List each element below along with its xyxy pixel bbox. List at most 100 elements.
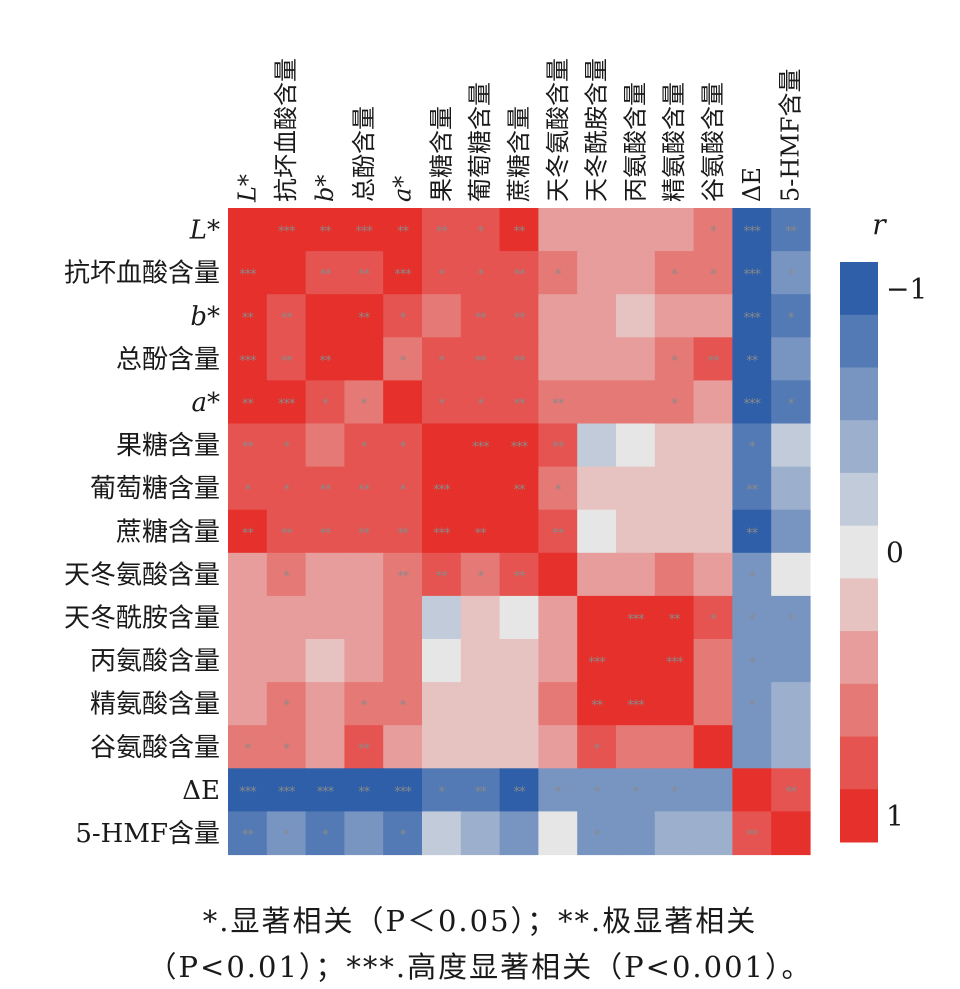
- heatmap-cell-6-14: [771, 466, 811, 511]
- heatmap-cell-4-9: [577, 380, 617, 425]
- heatmap-cell-0-14: [771, 208, 811, 252]
- heatmap-cell-3-13: [732, 337, 772, 381]
- heatmap-cell-11-9: [577, 682, 617, 726]
- significance-mark-13-11: *: [671, 785, 678, 800]
- significance-mark-1-11: *: [671, 268, 678, 283]
- significance-mark-7-1: **: [281, 526, 294, 541]
- significance-mark-11-3: *: [361, 699, 368, 714]
- heatmap-cell-12-10: [616, 725, 656, 769]
- heatmap-cell-5-2: [305, 423, 345, 468]
- significance-mark-11-9: **: [591, 699, 604, 714]
- heatmap-cell-4-6: [460, 380, 501, 425]
- heatmap-cell-4-8: [538, 380, 578, 425]
- column-label-9: 天冬酰胺含量: [583, 58, 611, 202]
- significance-mark-2-4: *: [400, 311, 407, 326]
- heatmap-cell-10-0: [228, 639, 268, 683]
- significance-mark-3-4: *: [400, 354, 407, 369]
- heatmap-cell-0-3: [344, 208, 384, 252]
- heatmap-cell-4-14: [771, 380, 811, 425]
- heatmap-cell-11-10: [616, 682, 656, 726]
- significance-mark-3-7: **: [514, 354, 527, 369]
- significance-mark-8-5: **: [436, 569, 449, 584]
- significance-mark-7-2: **: [320, 526, 333, 541]
- heatmap-cell-13-14: [771, 768, 811, 812]
- heatmap-cell-11-8: [538, 682, 578, 726]
- significance-mark-7-8: **: [552, 526, 565, 541]
- significance-mark-3-0: ***: [239, 354, 257, 369]
- significance-mark-4-14: *: [788, 397, 795, 412]
- heatmap-cell-7-2: [305, 509, 345, 554]
- heatmap-cell-3-14: [771, 337, 811, 381]
- heatmap-cell-11-12: [693, 682, 733, 726]
- row-label-7: 蔗糖含量: [116, 517, 220, 547]
- colorbar-tick-2: 1: [886, 800, 904, 833]
- significance-mark-13-8: *: [555, 785, 562, 800]
- heatmap-cell-0-11: [654, 208, 695, 252]
- heatmap-cell-5-12: [693, 423, 733, 468]
- significance-mark-8-4: **: [397, 569, 410, 584]
- significance-mark-1-0: ***: [239, 268, 257, 283]
- heatmap-cell-6-13: [732, 466, 772, 511]
- significance-mark-1-4: ***: [394, 268, 412, 283]
- significance-mark-8-1: *: [283, 569, 290, 584]
- significance-mark-13-0: ***: [239, 785, 257, 800]
- row-label-2: b*: [190, 302, 220, 332]
- significance-mark-0-3: ***: [356, 225, 374, 240]
- heatmap-cell-12-7: [499, 725, 539, 769]
- heatmap-cell-13-2: [305, 768, 345, 812]
- significance-mark-5-8: **: [552, 440, 565, 455]
- heatmap-cell-0-9: [577, 208, 617, 252]
- heatmap-cell-12-2: [305, 725, 345, 769]
- heatmap-cell-13-3: [344, 768, 384, 812]
- row-label-8: 天冬氨酸含量: [64, 560, 220, 590]
- heatmap-cell-5-11: [654, 423, 695, 468]
- heatmap-cell-13-11: [654, 768, 695, 812]
- heatmap-cell-3-8: [538, 337, 578, 381]
- heatmap-cell-14-3: [344, 811, 384, 856]
- significance-mark-1-8: *: [555, 268, 562, 283]
- heatmap-cell-9-7: [499, 595, 539, 640]
- heatmap-cell-6-7: [499, 466, 539, 511]
- heatmap-cell-14-12: [693, 811, 733, 856]
- significance-mark-3-13: **: [746, 354, 759, 369]
- heatmap-cell-5-8: [538, 423, 578, 468]
- colorbar-tick-0: −1: [886, 272, 927, 305]
- significance-mark-0-7: **: [514, 225, 527, 240]
- column-labels: L* 抗坏血酸含量 b* 总酚含量 a* 果糖含量 葡萄糖含量 蔗糖含量 天冬氨酸含量 天冬酰胺含…: [233, 58, 804, 203]
- significance-mark-1-3: **: [358, 268, 371, 283]
- heatmap-cell-5-4: [383, 423, 423, 468]
- heatmap-cell-12-3: [344, 725, 384, 769]
- heatmap-cell-7-13: [732, 509, 772, 554]
- heatmap-cell-14-1: [266, 811, 307, 856]
- heatmap-cell-11-14: [771, 682, 811, 726]
- heatmap-cell-4-12: [693, 380, 733, 425]
- heatmap-cell-12-9: [577, 725, 617, 769]
- heatmap-cell-5-10: [616, 423, 656, 468]
- heatmap-cell-9-2: [305, 595, 345, 640]
- heatmap-cell-0-10: [616, 208, 656, 252]
- heatmap-cell-14-6: [460, 811, 501, 856]
- heatmap-cell-4-5: [422, 380, 462, 425]
- heatmap-cell-4-3: [344, 380, 384, 425]
- heatmap-cell-8-0: [228, 552, 268, 597]
- heatmap-cell-14-2: [305, 811, 345, 856]
- significance-mark-0-4: **: [397, 225, 410, 240]
- significance-mark-4-5: *: [439, 397, 446, 412]
- heatmap-cell-8-11: [654, 552, 695, 597]
- column-label-14: 5-HMF含量: [777, 68, 805, 202]
- heatmap-cell-10-4: [383, 639, 423, 683]
- colorbar-segment-1: [840, 314, 878, 368]
- heatmap-cell-3-10: [616, 337, 656, 381]
- footnote-line-2: （P<0.01）；***.高度显著相关（P<0.001）。: [147, 950, 813, 984]
- colorbar-segment-8: [840, 683, 878, 738]
- heatmap-cell-6-11: [654, 466, 695, 511]
- significance-mark-1-13: ***: [744, 268, 762, 283]
- heatmap-cell-1-6: [460, 251, 501, 295]
- significance-mark-13-5: *: [439, 785, 446, 800]
- significance-mark-9-13: *: [749, 612, 756, 627]
- significance-mark-4-7: **: [514, 397, 527, 412]
- heatmap-cell-12-1: [266, 725, 307, 769]
- heatmap-cell-10-1: [266, 639, 307, 683]
- heatmap-cell-10-6: [460, 639, 501, 683]
- heatmap-cell-2-14: [771, 294, 811, 338]
